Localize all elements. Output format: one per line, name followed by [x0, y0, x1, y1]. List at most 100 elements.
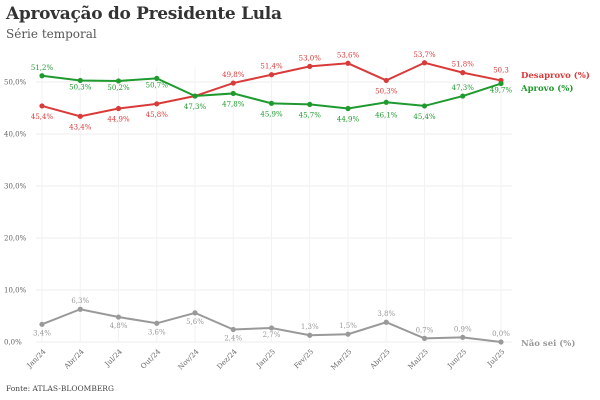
data-label: 45,4%	[31, 113, 54, 121]
data-label: 1,3%	[301, 323, 319, 331]
data-label: 44,9%	[107, 116, 130, 124]
data-label: 51,4%	[260, 63, 283, 71]
x-tick-label: Jul/24	[103, 347, 124, 368]
data-label: 51,8%	[452, 61, 475, 69]
data-point	[154, 75, 160, 81]
data-label: 5,6%	[186, 318, 204, 326]
data-label: 47,8%	[222, 100, 245, 108]
data-label: 43,4%	[69, 123, 92, 131]
chart-title: Aprovação do Presidente Lula	[6, 4, 282, 24]
data-point	[345, 331, 351, 337]
data-label: 3,8%	[377, 310, 395, 318]
data-point	[307, 63, 313, 69]
data-label: 45,8%	[146, 111, 169, 119]
data-label: 53,0%	[299, 54, 322, 62]
chart-subtitle: Série temporal	[6, 27, 97, 41]
data-point	[383, 99, 389, 105]
data-point	[192, 310, 198, 316]
x-tick-label: Dez/24	[216, 347, 240, 371]
data-label: 2,4%	[224, 335, 242, 343]
y-tick-label: 0,0%	[4, 339, 22, 347]
data-label: 50,3%	[375, 87, 398, 95]
x-tick-label: Abr/24	[62, 347, 86, 371]
x-tick-label: Fev/25	[293, 348, 316, 371]
data-point	[268, 72, 275, 78]
data-point	[230, 80, 236, 86]
data-point	[230, 90, 236, 97]
x-tick-label: Mai/25	[407, 348, 430, 371]
data-point	[345, 105, 351, 112]
data-label: 0,0%	[492, 330, 510, 338]
data-point	[39, 73, 45, 79]
x-tick-label: Nov/24	[177, 347, 201, 371]
data-label: 6,3%	[71, 297, 89, 305]
y-tick-label: 30,0%	[4, 183, 27, 191]
data-label: 46,1%	[375, 111, 398, 119]
data-label: 0,7%	[416, 326, 434, 334]
x-tick-label: Mar/25	[329, 348, 353, 372]
x-tick-label: Jul/25	[485, 348, 506, 369]
source-note: Fonte: ATLAS-BLOOMBERG	[6, 384, 114, 393]
data-point	[307, 332, 313, 338]
data-point	[154, 320, 160, 326]
y-tick-label: 10,0%	[4, 287, 27, 295]
data-label: 49,7%	[490, 87, 513, 95]
data-point	[115, 78, 122, 84]
data-label: 1,5%	[339, 322, 357, 330]
data-point	[268, 100, 275, 106]
legend-label: Aprovo (%)	[520, 83, 573, 94]
data-label: 3,6%	[148, 328, 166, 336]
data-point	[77, 306, 83, 312]
data-point	[421, 60, 428, 66]
data-point	[307, 101, 313, 107]
data-label: 50,7%	[146, 81, 169, 89]
data-point	[498, 80, 504, 87]
data-label: 45,7%	[299, 111, 322, 119]
data-label: 47,3%	[452, 84, 475, 92]
data-label: 3,4%	[33, 329, 51, 337]
data-label: 2,7%	[263, 331, 281, 339]
data-point	[115, 314, 122, 320]
legend-label: Desaprovo (%)	[521, 70, 590, 81]
y-tick-label: 50,0%	[4, 79, 27, 87]
data-label: 50,2%	[107, 84, 130, 92]
data-point	[115, 105, 122, 112]
data-label: 49,8%	[222, 71, 245, 79]
data-label: 50,3%	[69, 83, 92, 91]
data-point	[460, 93, 466, 99]
data-label: 44,9%	[337, 116, 360, 124]
y-tick-label: 40,0%	[4, 131, 27, 139]
data-label: 53,7%	[413, 51, 436, 59]
data-label: 50,3	[493, 66, 509, 74]
data-point	[498, 339, 504, 345]
legend-label: Não sei (%)	[521, 338, 575, 349]
data-point	[268, 325, 275, 331]
data-label: 0,9%	[454, 325, 472, 333]
x-tick-label: Jan/24	[25, 347, 48, 370]
data-point	[192, 93, 198, 99]
data-point	[421, 335, 428, 341]
data-label: 45,9%	[260, 110, 283, 118]
data-point	[345, 60, 351, 66]
data-label: 47,3%	[184, 103, 207, 111]
data-point	[230, 326, 236, 333]
y-tick-label: 20,0%	[4, 235, 27, 243]
data-point	[77, 77, 83, 84]
x-tick-label: Jan/25	[254, 348, 276, 370]
data-point	[460, 334, 466, 340]
data-point	[39, 103, 45, 109]
data-point	[421, 103, 428, 109]
data-point	[383, 77, 389, 84]
x-tick-label: Jun/25	[445, 348, 468, 371]
x-tick-label: Out/24	[139, 347, 162, 370]
data-label: 4,8%	[110, 322, 128, 330]
data-label: 53,6%	[337, 51, 360, 59]
data-point	[39, 321, 45, 327]
data-point	[154, 101, 160, 107]
data-label: 51,2%	[31, 64, 54, 72]
data-label: 45,4%	[413, 113, 436, 121]
data-point	[383, 319, 389, 325]
x-tick-label: Abr/25	[368, 348, 391, 371]
data-point	[460, 70, 466, 76]
